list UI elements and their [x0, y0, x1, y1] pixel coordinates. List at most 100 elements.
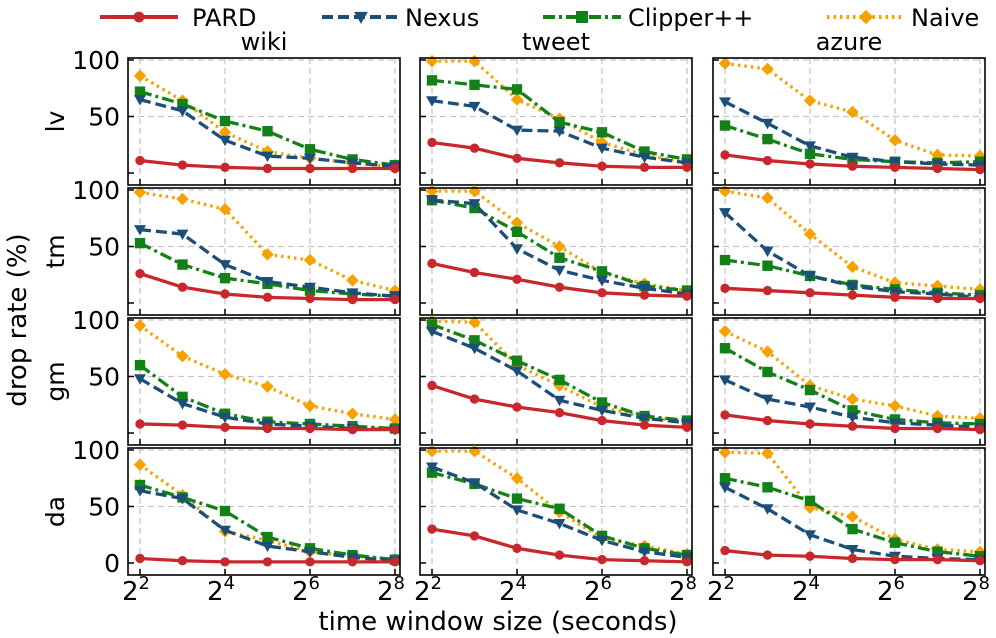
- data-point: [846, 510, 859, 523]
- data-point: [347, 294, 358, 305]
- series-pard: [720, 410, 985, 435]
- data-point: [176, 494, 189, 505]
- data-point: [720, 410, 730, 420]
- series-pard: [135, 553, 400, 567]
- data-point: [511, 505, 523, 516]
- data-point: [682, 162, 692, 173]
- data-point: [261, 277, 274, 288]
- data-point: [762, 366, 773, 378]
- data-point: [468, 54, 481, 68]
- data-point: [553, 395, 566, 407]
- data-point: [639, 556, 650, 566]
- panel-frame: [712, 57, 986, 186]
- y-tick-label: 50: [88, 233, 120, 262]
- data-point: [846, 544, 859, 556]
- data-point: [218, 368, 232, 381]
- data-point: [176, 106, 189, 117]
- data-point: [804, 384, 816, 396]
- data-point: [720, 150, 730, 160]
- data-point: [176, 192, 189, 206]
- data-point: [469, 394, 480, 404]
- data-point: [219, 260, 231, 271]
- data-point: [932, 423, 943, 434]
- data-point: [511, 125, 523, 137]
- panel-frame: [712, 187, 986, 316]
- data-point: [512, 153, 522, 163]
- data-point: [512, 274, 522, 284]
- data-point: [719, 254, 731, 266]
- data-point: [303, 399, 317, 413]
- y-tick-label: 100: [72, 436, 120, 465]
- data-point: [889, 157, 901, 168]
- data-point: [596, 143, 608, 155]
- data-point: [847, 421, 858, 431]
- x-tick-label: 24: [207, 573, 235, 607]
- data-point: [262, 531, 273, 543]
- data-point: [390, 557, 400, 567]
- data-point: [427, 137, 437, 148]
- series-line: [724, 450, 981, 554]
- data-point: [388, 284, 402, 297]
- legend-label: Clipper++: [628, 4, 753, 32]
- data-point: [427, 258, 437, 269]
- data-point: [597, 161, 607, 171]
- panel-wiki-lv: 50 100 lv wiki: [41, 28, 402, 186]
- series-pard: [135, 419, 400, 435]
- x-tick-label: 26: [584, 573, 612, 607]
- legend-item-pard: PARD: [100, 4, 257, 32]
- data-point: [134, 479, 146, 491]
- data-point: [846, 105, 859, 119]
- data-point: [719, 473, 731, 484]
- data-point: [597, 288, 607, 298]
- series-pard: [427, 524, 692, 567]
- series-pard: [720, 283, 985, 304]
- series-clipper: [134, 479, 401, 565]
- data-point: [847, 405, 858, 416]
- data-point: [761, 62, 774, 76]
- data-point: [346, 274, 359, 287]
- series-pard: [720, 150, 985, 175]
- data-point: [554, 252, 565, 263]
- data-point: [805, 551, 815, 561]
- data-point: [512, 543, 522, 553]
- column-title-wiki: wiki: [241, 28, 288, 56]
- data-point: [261, 541, 274, 553]
- data-point: [176, 229, 189, 241]
- data-point: [762, 155, 773, 166]
- data-point: [639, 162, 650, 173]
- data-point: [261, 248, 274, 261]
- legend-item-clipper: Clipper++: [543, 4, 753, 32]
- data-point: [177, 556, 188, 566]
- series-line: [432, 449, 688, 556]
- data-point: [803, 94, 817, 107]
- panel-azure-lv: azure: [712, 28, 987, 186]
- data-point: [639, 420, 650, 430]
- data-point: [135, 553, 145, 564]
- data-point: [761, 246, 774, 257]
- series-pard: [135, 268, 400, 305]
- series-nexus: [134, 225, 401, 303]
- data-point: [888, 133, 902, 147]
- data-point: [596, 266, 608, 277]
- y-tick-label: 100: [72, 46, 120, 75]
- x-tick-label: 26: [877, 573, 905, 607]
- series-nexus: [719, 208, 986, 304]
- y-tick-label: 100: [72, 176, 120, 205]
- data-point: [469, 143, 480, 153]
- data-point: [762, 133, 773, 145]
- data-point: [719, 97, 731, 108]
- data-point: [133, 319, 147, 332]
- panel-frame: [419, 57, 693, 186]
- data-point: [718, 184, 732, 198]
- data-point: [511, 355, 523, 366]
- data-point: [762, 550, 773, 560]
- row-label-tm: tm: [41, 234, 70, 268]
- series-pard: [720, 545, 985, 566]
- legend-label: PARD: [192, 4, 257, 32]
- data-point: [468, 316, 481, 329]
- data-point: [468, 199, 481, 210]
- panel-frame: [127, 57, 401, 186]
- series-nexus: [426, 462, 693, 564]
- data-point: [262, 125, 273, 137]
